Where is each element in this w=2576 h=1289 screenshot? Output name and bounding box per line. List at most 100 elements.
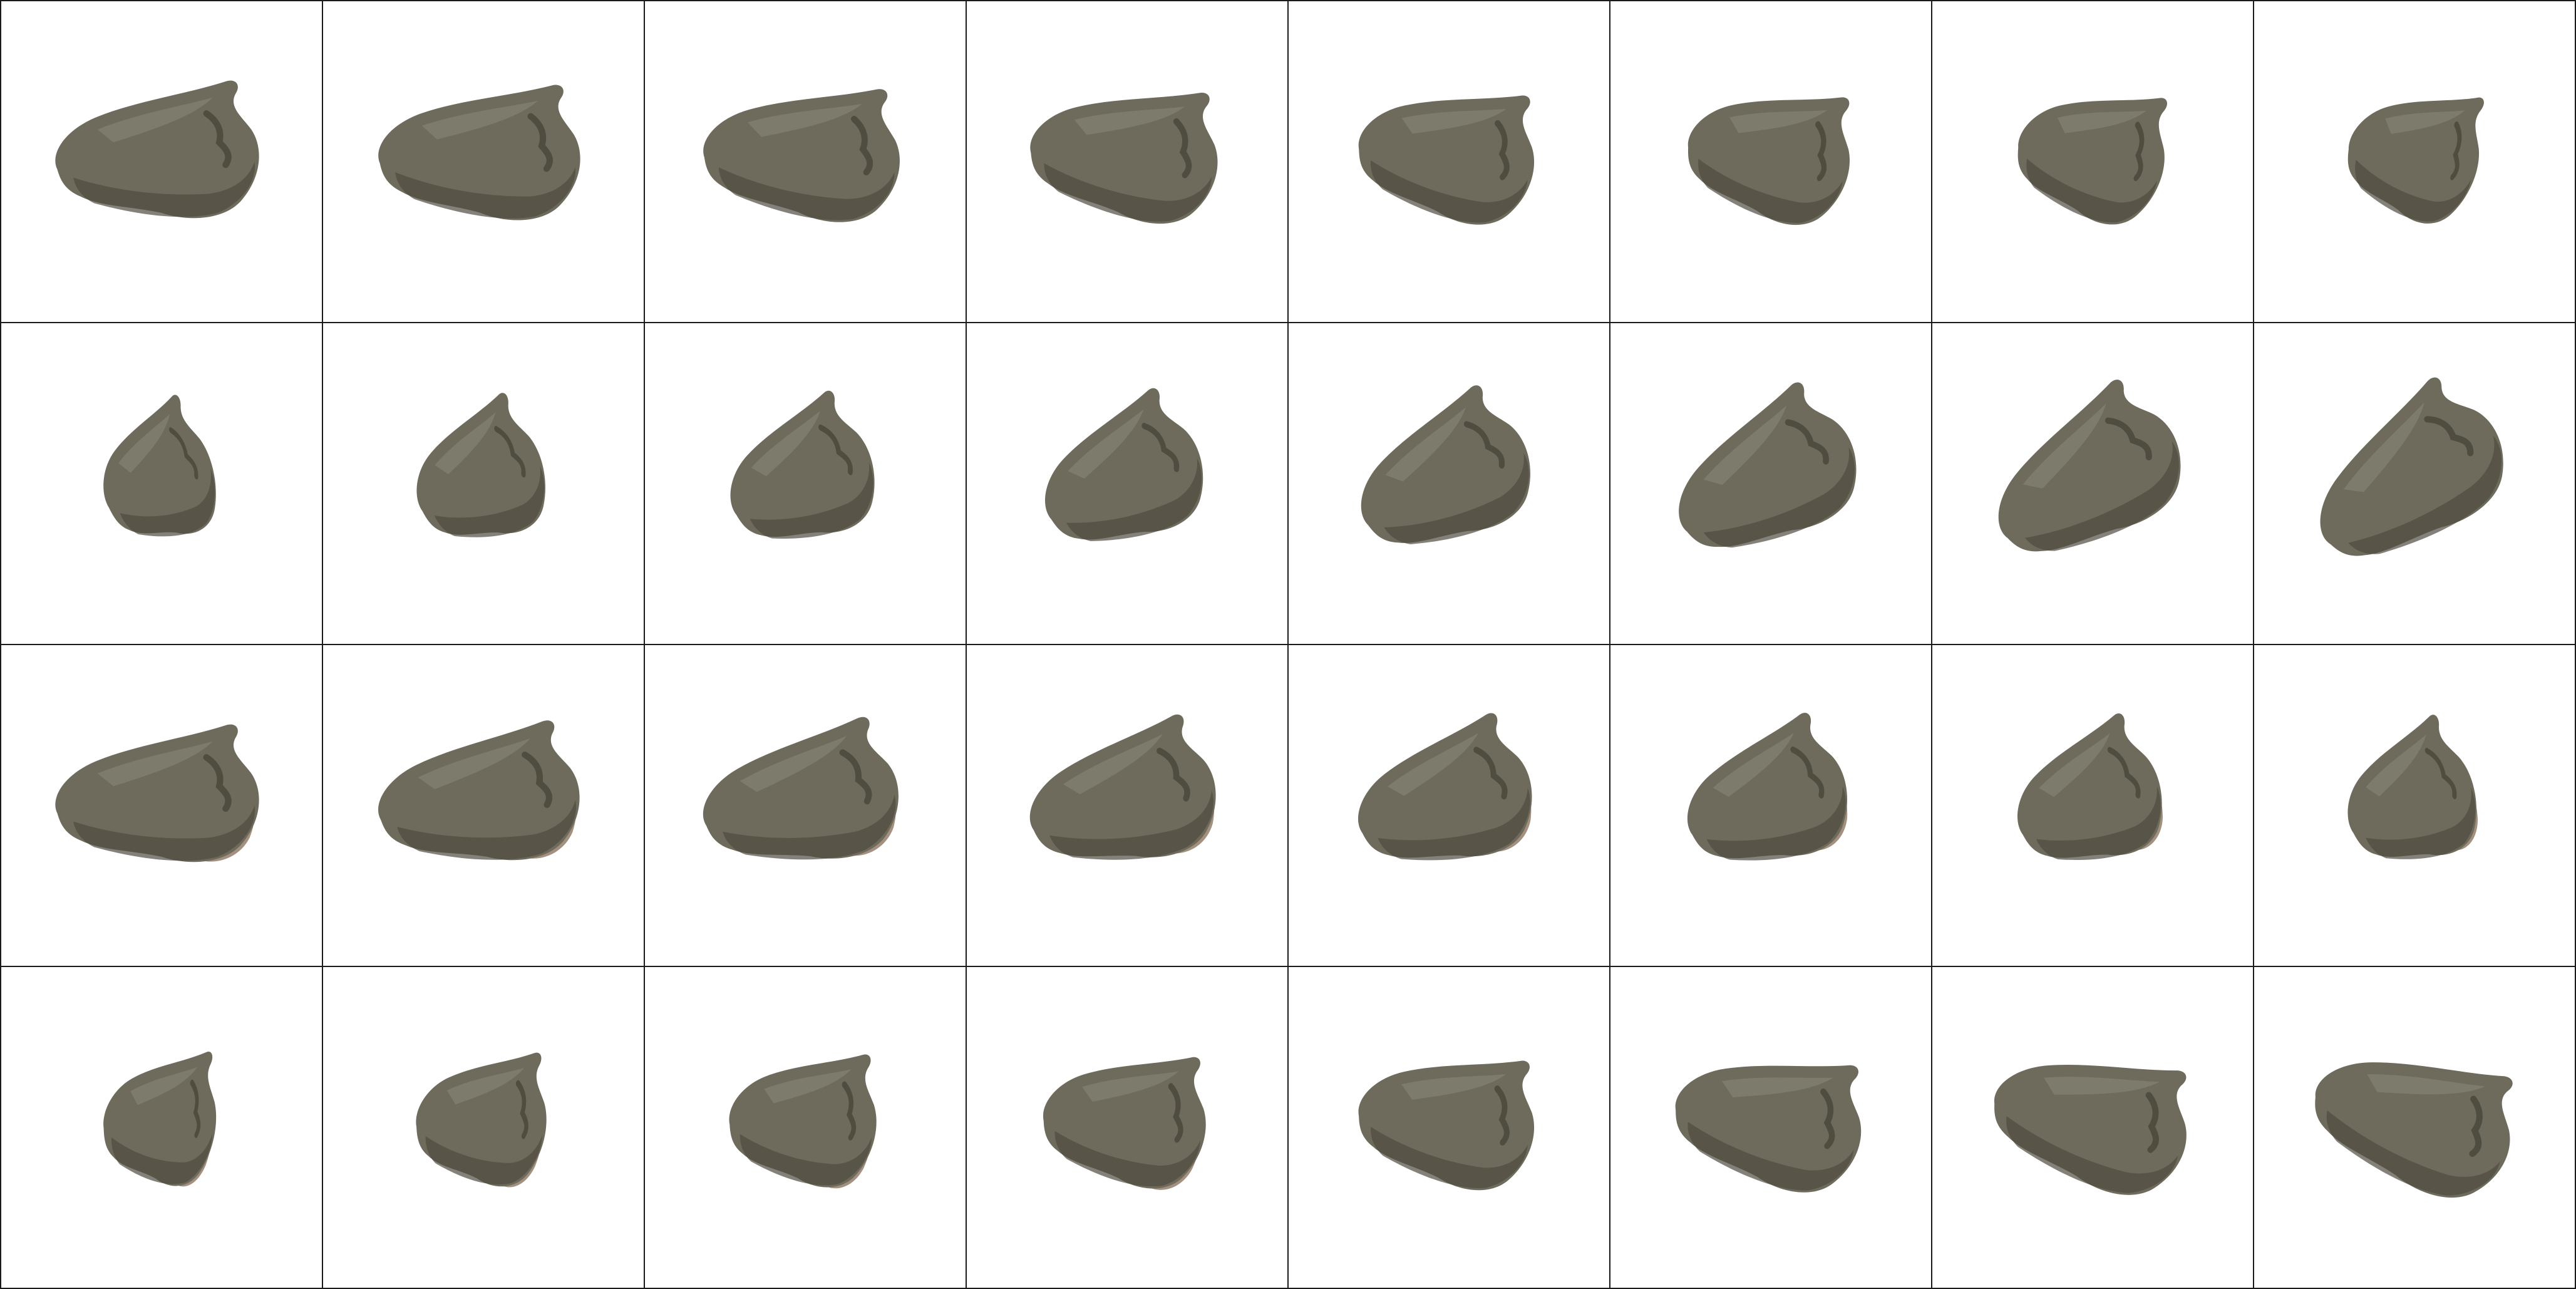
shoe-render [1029,714,1216,860]
shoe-shadow [73,162,255,217]
shoe-highlight [1388,733,1478,796]
shoe-laces [1815,121,1827,182]
shoe-shadow [2355,160,2471,222]
shoe-upper [1679,382,1857,547]
render-frame [645,645,967,967]
render-frame [1932,323,2254,645]
shoe-upper [416,393,545,535]
shoe-shadow [73,805,255,861]
shoe-render [416,393,545,537]
shoe-render [1358,95,1534,225]
shoe-render [55,724,259,862]
render-frame [1932,1,2254,323]
shoe-highlight [1385,407,1466,482]
shoe-render [378,85,580,220]
shoe-highlight [446,1068,524,1105]
shoe-render [1358,1060,1535,1191]
shoe-shadow [2026,158,2157,223]
shoe-shadow [397,799,577,860]
shoe-shadow [2326,1110,2500,1196]
render-frame [323,323,645,645]
shoe-laces [527,113,553,172]
shoe-laces [839,749,872,805]
shoe-shadow [1378,787,1530,861]
shoe-render [729,1054,877,1189]
shoe-laces [2107,747,2141,799]
shoe-laces [169,427,198,480]
shoe-shadow [2036,786,2161,861]
render-frame [323,645,645,967]
shoe-highlight [764,1069,852,1104]
shoe-upper [1687,712,1848,859]
shoe-highlight [130,1067,198,1105]
render-frame [1,967,323,1289]
shoe-shadow [750,462,873,539]
shoe-render [703,717,899,860]
shoe-upper [2017,713,2162,858]
render-frame [967,645,1289,967]
shoe-render [1675,1065,1862,1193]
shoe-render [1687,97,1850,225]
shoe-render [378,720,580,861]
shoe-shadow [395,167,575,219]
shoe-render [2315,1062,2513,1198]
shoe-highlight [2385,110,2465,134]
shoe-shadow [1371,160,1528,223]
shoe-highlight [1082,1071,1179,1102]
render-frame [1289,1,1610,323]
shoe-upper [1358,713,1532,858]
shoe-shadow [2366,787,2476,859]
shoe-render [103,1051,217,1187]
shoe-laces [1473,747,1508,800]
shoe-shadow [1044,163,1212,222]
shoe-laces [2133,122,2145,182]
shoe-render [2347,97,2484,224]
shoe-highlight [1713,733,1794,797]
shoe-highlight [2022,403,2106,489]
shoe-shadow [1371,1127,1528,1188]
shoe-highlight [747,103,862,137]
shoe-render [1358,713,1532,861]
shoe-shadow [2006,1116,2178,1193]
shoe-laces [1495,120,1510,180]
shoe-laces [1494,1085,1510,1146]
shoe-render [1043,1057,1206,1190]
render-frame [2254,967,2576,1289]
shoe-render [416,1052,547,1188]
shoe-shadow [425,1135,542,1185]
render-frame [1,323,323,645]
render-frame [645,967,967,1289]
shoe-laces [2145,1092,2159,1153]
shoe-upper [1994,1064,2187,1195]
render-frame [1610,645,1932,967]
shoe-shadow [1384,453,1529,544]
shoe-render [1998,380,2181,552]
render-frame [645,323,967,645]
shoe-render [1994,1064,2187,1195]
render-frame [1289,323,1610,645]
shoe-laces [2424,747,2457,800]
shoe-shadow [1706,786,1846,861]
shoe-highlight [1703,405,1787,485]
shoe-render [55,80,259,219]
shoe-laces [842,1081,857,1141]
render-frame [323,967,645,1289]
render-frame [967,323,1289,645]
render-frame [967,1,1289,323]
shoe-laces [1157,747,1190,802]
shoe-laces [2105,417,2152,460]
shoe-render [2347,715,2478,859]
shoe-highlight [435,412,496,475]
shoe-render [730,390,875,539]
shoe-shadow [1687,1122,1854,1191]
shoe-laces [1463,421,1505,469]
shoe-laces [2424,416,2474,457]
render-frame [2254,645,2576,967]
render-frame [1932,645,2254,967]
shoe-highlight [1401,1074,1507,1100]
render-frame [1610,1,1932,323]
shoe-shadow [120,468,215,537]
shoe-render [2017,98,2167,225]
shoe-highlight [2343,402,2424,492]
